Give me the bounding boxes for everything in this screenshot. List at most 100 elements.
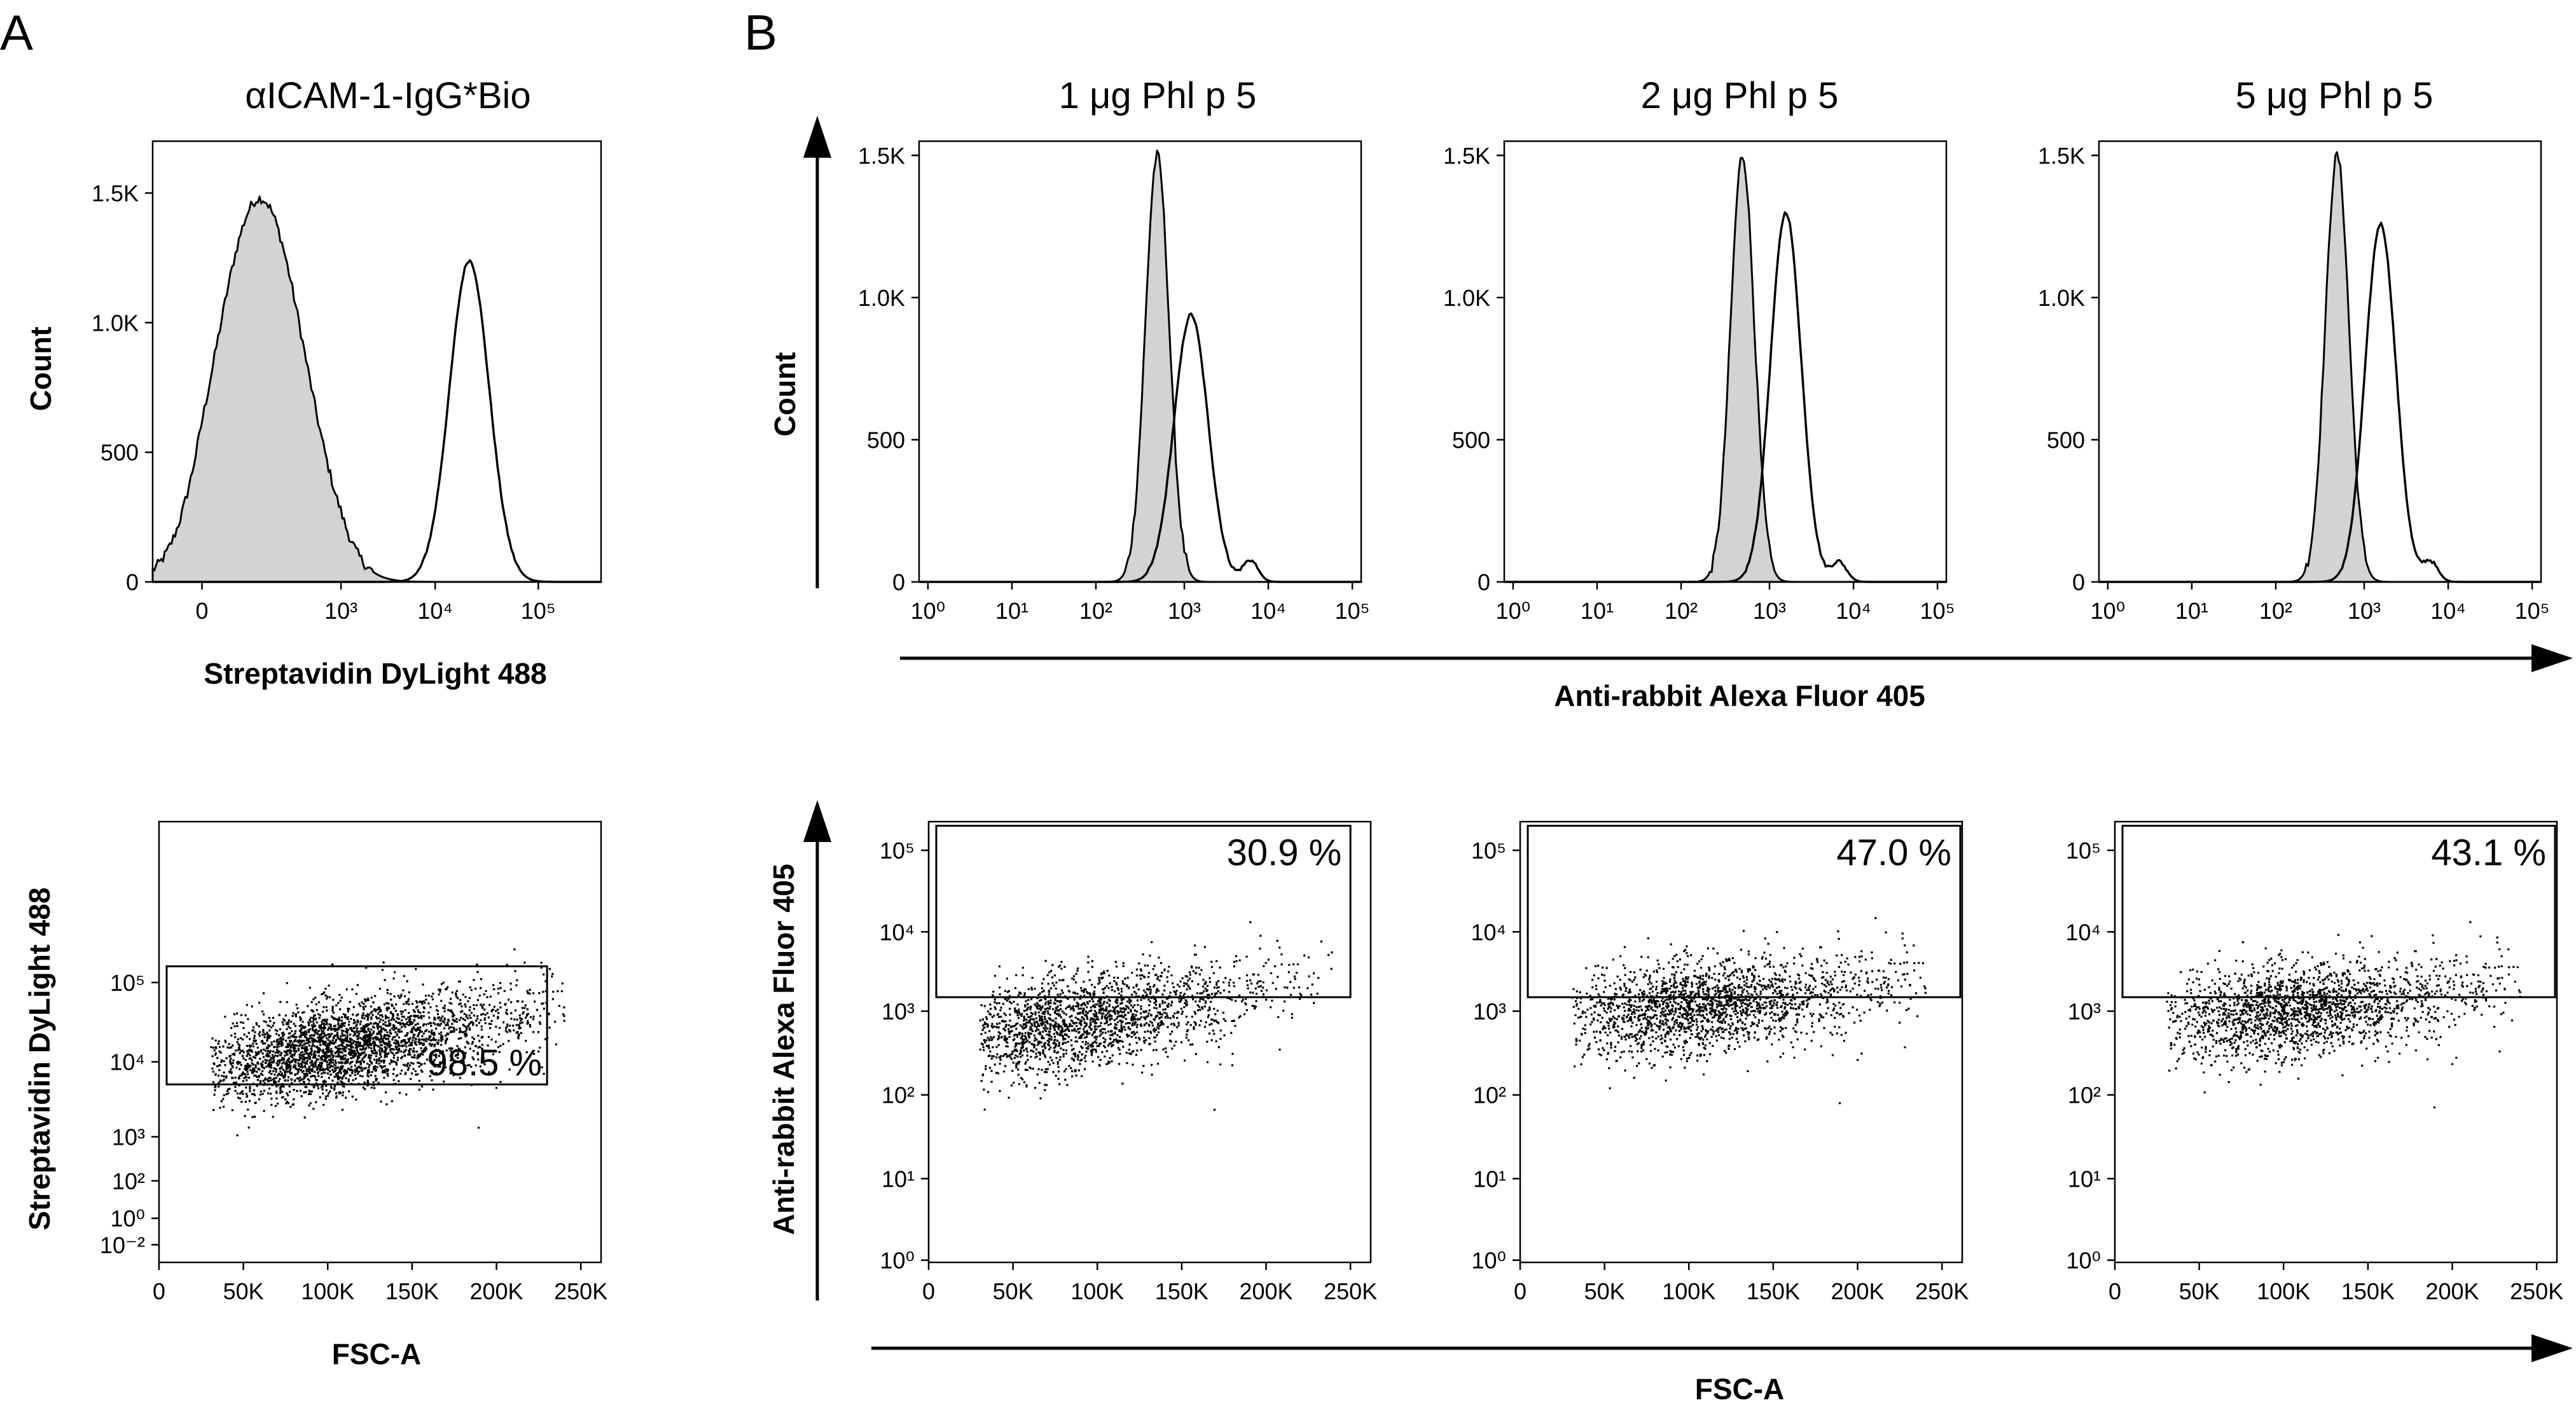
panel-b-histogram-2: 2 μg Phl p 5 10⁰ 10¹ 10² 10³ 10⁴ 10⁵ 0 500 1.0K 1… — [1443, 75, 1955, 624]
b3-hist-y-tick-label: 1.0K — [2038, 285, 2085, 311]
panel-b-dotplot-1: 30.9 % 0 50K 100K 150K 200K 250K 10⁰ 10¹ 10² 10³ 10… — [879, 820, 1377, 1304]
panel-b-dotplot-3: 43.1 % 0 50K 100K 150K 200K 250K 10⁰ 10¹ 10² 10³ 10… — [2065, 820, 2563, 1304]
b3-dot-gate — [2121, 824, 2556, 998]
panel-b-hist-3-title: 5 μg Phl p 5 — [2236, 75, 2434, 116]
b3-dot-x-tick-label: 250K — [2510, 1278, 2563, 1304]
b1-dot-y-tick-label: 10³ — [882, 998, 915, 1025]
b3-dot-gate-percentage: 43.1 % — [2431, 832, 2546, 873]
panel-b-hist-2-title: 2 μg Phl p 5 — [1641, 75, 1839, 116]
a-hist-x-tick-label: 0 — [196, 598, 209, 624]
b2-dot-x-tick-label: 250K — [1915, 1278, 1969, 1304]
b1-hist-y-tick-label: 1.0K — [858, 285, 905, 311]
b1-dot-x-tick-label: 100K — [1070, 1278, 1124, 1304]
b3-hist-x-tick-label: 10⁴ — [2430, 598, 2466, 624]
panel-b-histogram-3: 5 μg Phl p 5 10⁰ 10¹ 10² 10³ 10⁴ 10⁵ 0 500 1.0K 1… — [2038, 75, 2550, 624]
b3-hist-x-tick-label: 10³ — [2348, 598, 2381, 624]
b2-dot-y-tick-label: 10² — [1473, 1082, 1506, 1108]
b3-dot-x-tick-label: 100K — [2257, 1278, 2310, 1304]
a-dot-gate-percentage: 98.5 % — [427, 1042, 543, 1084]
b2-dot-y-tick-label: 10⁰ — [1472, 1248, 1506, 1274]
b2-dot-events — [1571, 917, 1927, 1105]
b-dot-y-arrowhead — [803, 800, 831, 842]
panel-letter-a: A — [0, 4, 33, 60]
panel-b-dotplot-2: 47.0 % 0 50K 100K 150K 200K 250K 10⁰ 10¹ 10² 10³ 10… — [1471, 820, 1969, 1304]
a-hist-y-tick-label: 0 — [126, 569, 139, 595]
b1-dot-x-tick-label: 0 — [922, 1278, 935, 1304]
b3-hist-x-tick-label: 10⁰ — [2091, 598, 2125, 624]
b2-dot-x-tick-label: 50K — [1584, 1278, 1625, 1304]
b2-hist-series-2-curve — [1504, 211, 1946, 583]
panel-a-dot-x-title: FSC-A — [332, 1337, 422, 1370]
b1-dot-gate — [935, 824, 1352, 998]
b1-hist-x-tick-label: 10² — [1079, 598, 1112, 624]
b3-hist-y-tick-label: 500 — [2047, 427, 2085, 453]
a-hist-series-2-curve — [153, 259, 601, 583]
b3-dot-y-tick-label: 10¹ — [2068, 1166, 2101, 1192]
b3-dot-y-tick-label: 10⁴ — [2065, 919, 2101, 945]
a-dot-y-tick-label: 10⁰ — [111, 1206, 145, 1232]
b1-dot-y-tick-label: 10¹ — [882, 1166, 915, 1192]
b1-hist-x-tick-label: 10¹ — [995, 598, 1028, 624]
b1-dot-x-tick-label: 50K — [993, 1278, 1034, 1304]
b2-dot-y-tick-label: 10⁴ — [1471, 919, 1506, 945]
b2-dot-y-tick-label: 10⁵ — [1471, 838, 1506, 864]
b3-dot-x-tick-label: 50K — [2179, 1278, 2220, 1304]
a-dot-y-tick-label: 10² — [112, 1168, 145, 1194]
a-dot-x-tick-label: 0 — [153, 1278, 165, 1304]
b3-hist-y-tick-label: 1.5K — [2038, 142, 2085, 169]
b2-dot-frame — [1519, 820, 1963, 1264]
b2-hist-y-tick-label: 0 — [1478, 569, 1490, 595]
a-hist-x-tick-label: 10⁴ — [417, 598, 453, 624]
a-hist-series-1-curve — [151, 195, 602, 583]
b-hist-x-arrowhead — [2531, 644, 2573, 672]
a-dot-x-tick-label: 150K — [385, 1278, 439, 1304]
b1-hist-x-tick-label: 10⁵ — [1335, 598, 1370, 624]
b2-hist-y-tick-label: 1.5K — [1443, 142, 1490, 169]
b2-hist-x-tick-label: 10⁵ — [1920, 598, 1955, 624]
b3-hist-x-tick-label: 10⁵ — [2515, 598, 2550, 624]
b2-hist-series-1-curve — [1503, 156, 1948, 583]
a-hist-y-tick-label: 500 — [100, 439, 139, 466]
panel-a-hist-title: αICAM-1-IgG*Bio — [245, 75, 530, 116]
b3-hist-series-2-curve — [2099, 221, 2541, 583]
b1-hist-x-tick-label: 10⁴ — [1250, 598, 1286, 624]
b1-hist-x-tick-label: 10³ — [1168, 598, 1201, 624]
b1-hist-y-tick-label: 0 — [892, 569, 905, 595]
b3-dot-y-tick-label: 10⁵ — [2066, 838, 2101, 864]
panel-a-dotplot: FSC-A Streptavidin DyLight 488 98.5 % 0 50… — [23, 820, 607, 1370]
a-dot-x-tick-label: 200K — [469, 1278, 523, 1304]
panel-b-hist-1-title: 1 μg Phl p 5 — [1059, 75, 1257, 116]
b2-hist-y-tick-label: 1.0K — [1443, 285, 1490, 311]
panel-a-histogram: αICAM-1-IgG*Bio Streptavidin DyLight 488… — [24, 75, 602, 690]
b2-dot-gate — [1527, 824, 1962, 998]
b3-hist-y-tick-label: 0 — [2072, 569, 2085, 595]
panel-a-hist-y-title: Count — [24, 327, 57, 411]
b-dot-x-title: FSC-A — [1695, 1372, 1785, 1405]
b3-dot-events — [2166, 921, 2521, 1108]
b-dot-y-title: Anti-rabbit Alexa Fluor 405 — [767, 864, 800, 1235]
b-hist-x-title: Anti-rabbit Alexa Fluor 405 — [1554, 679, 1925, 712]
b2-hist-x-tick-label: 10⁴ — [1836, 598, 1871, 624]
b3-dot-y-tick-label: 10² — [2068, 1082, 2101, 1108]
b1-dot-y-tick-label: 10⁰ — [880, 1248, 915, 1274]
a-dot-y-tick-label: 10³ — [112, 1124, 145, 1150]
a-dot-y-tick-label: 10⁻² — [100, 1232, 145, 1258]
a-dot-x-tick-label: 250K — [554, 1278, 607, 1304]
b2-dot-x-tick-label: 150K — [1747, 1278, 1800, 1304]
b2-dot-x-tick-label: 0 — [1514, 1278, 1527, 1304]
a-hist-y-tick-label: 1.0K — [92, 310, 139, 336]
b1-dot-frame — [927, 820, 1372, 1264]
b1-hist-x-tick-label: 10⁰ — [911, 598, 945, 624]
b3-dot-x-tick-label: 150K — [2341, 1278, 2395, 1304]
a-dot-y-tick-label: 10⁴ — [109, 1049, 145, 1075]
b3-hist-series-1-curve — [2098, 151, 2542, 583]
b2-dot-y-tick-label: 10¹ — [1473, 1166, 1506, 1192]
b1-dot-y-tick-label: 10⁵ — [880, 838, 915, 864]
b2-hist-x-tick-label: 10³ — [1753, 598, 1786, 624]
b1-hist-y-tick-label: 1.5K — [858, 142, 905, 169]
a-dot-x-tick-label: 100K — [301, 1278, 354, 1304]
b-dot-group-axes: FSC-A Anti-rabbit Alexa Fluor 405 — [767, 800, 2573, 1405]
b2-dot-y-tick-label: 10³ — [1473, 998, 1506, 1025]
b1-dot-x-tick-label: 200K — [1239, 1278, 1292, 1304]
